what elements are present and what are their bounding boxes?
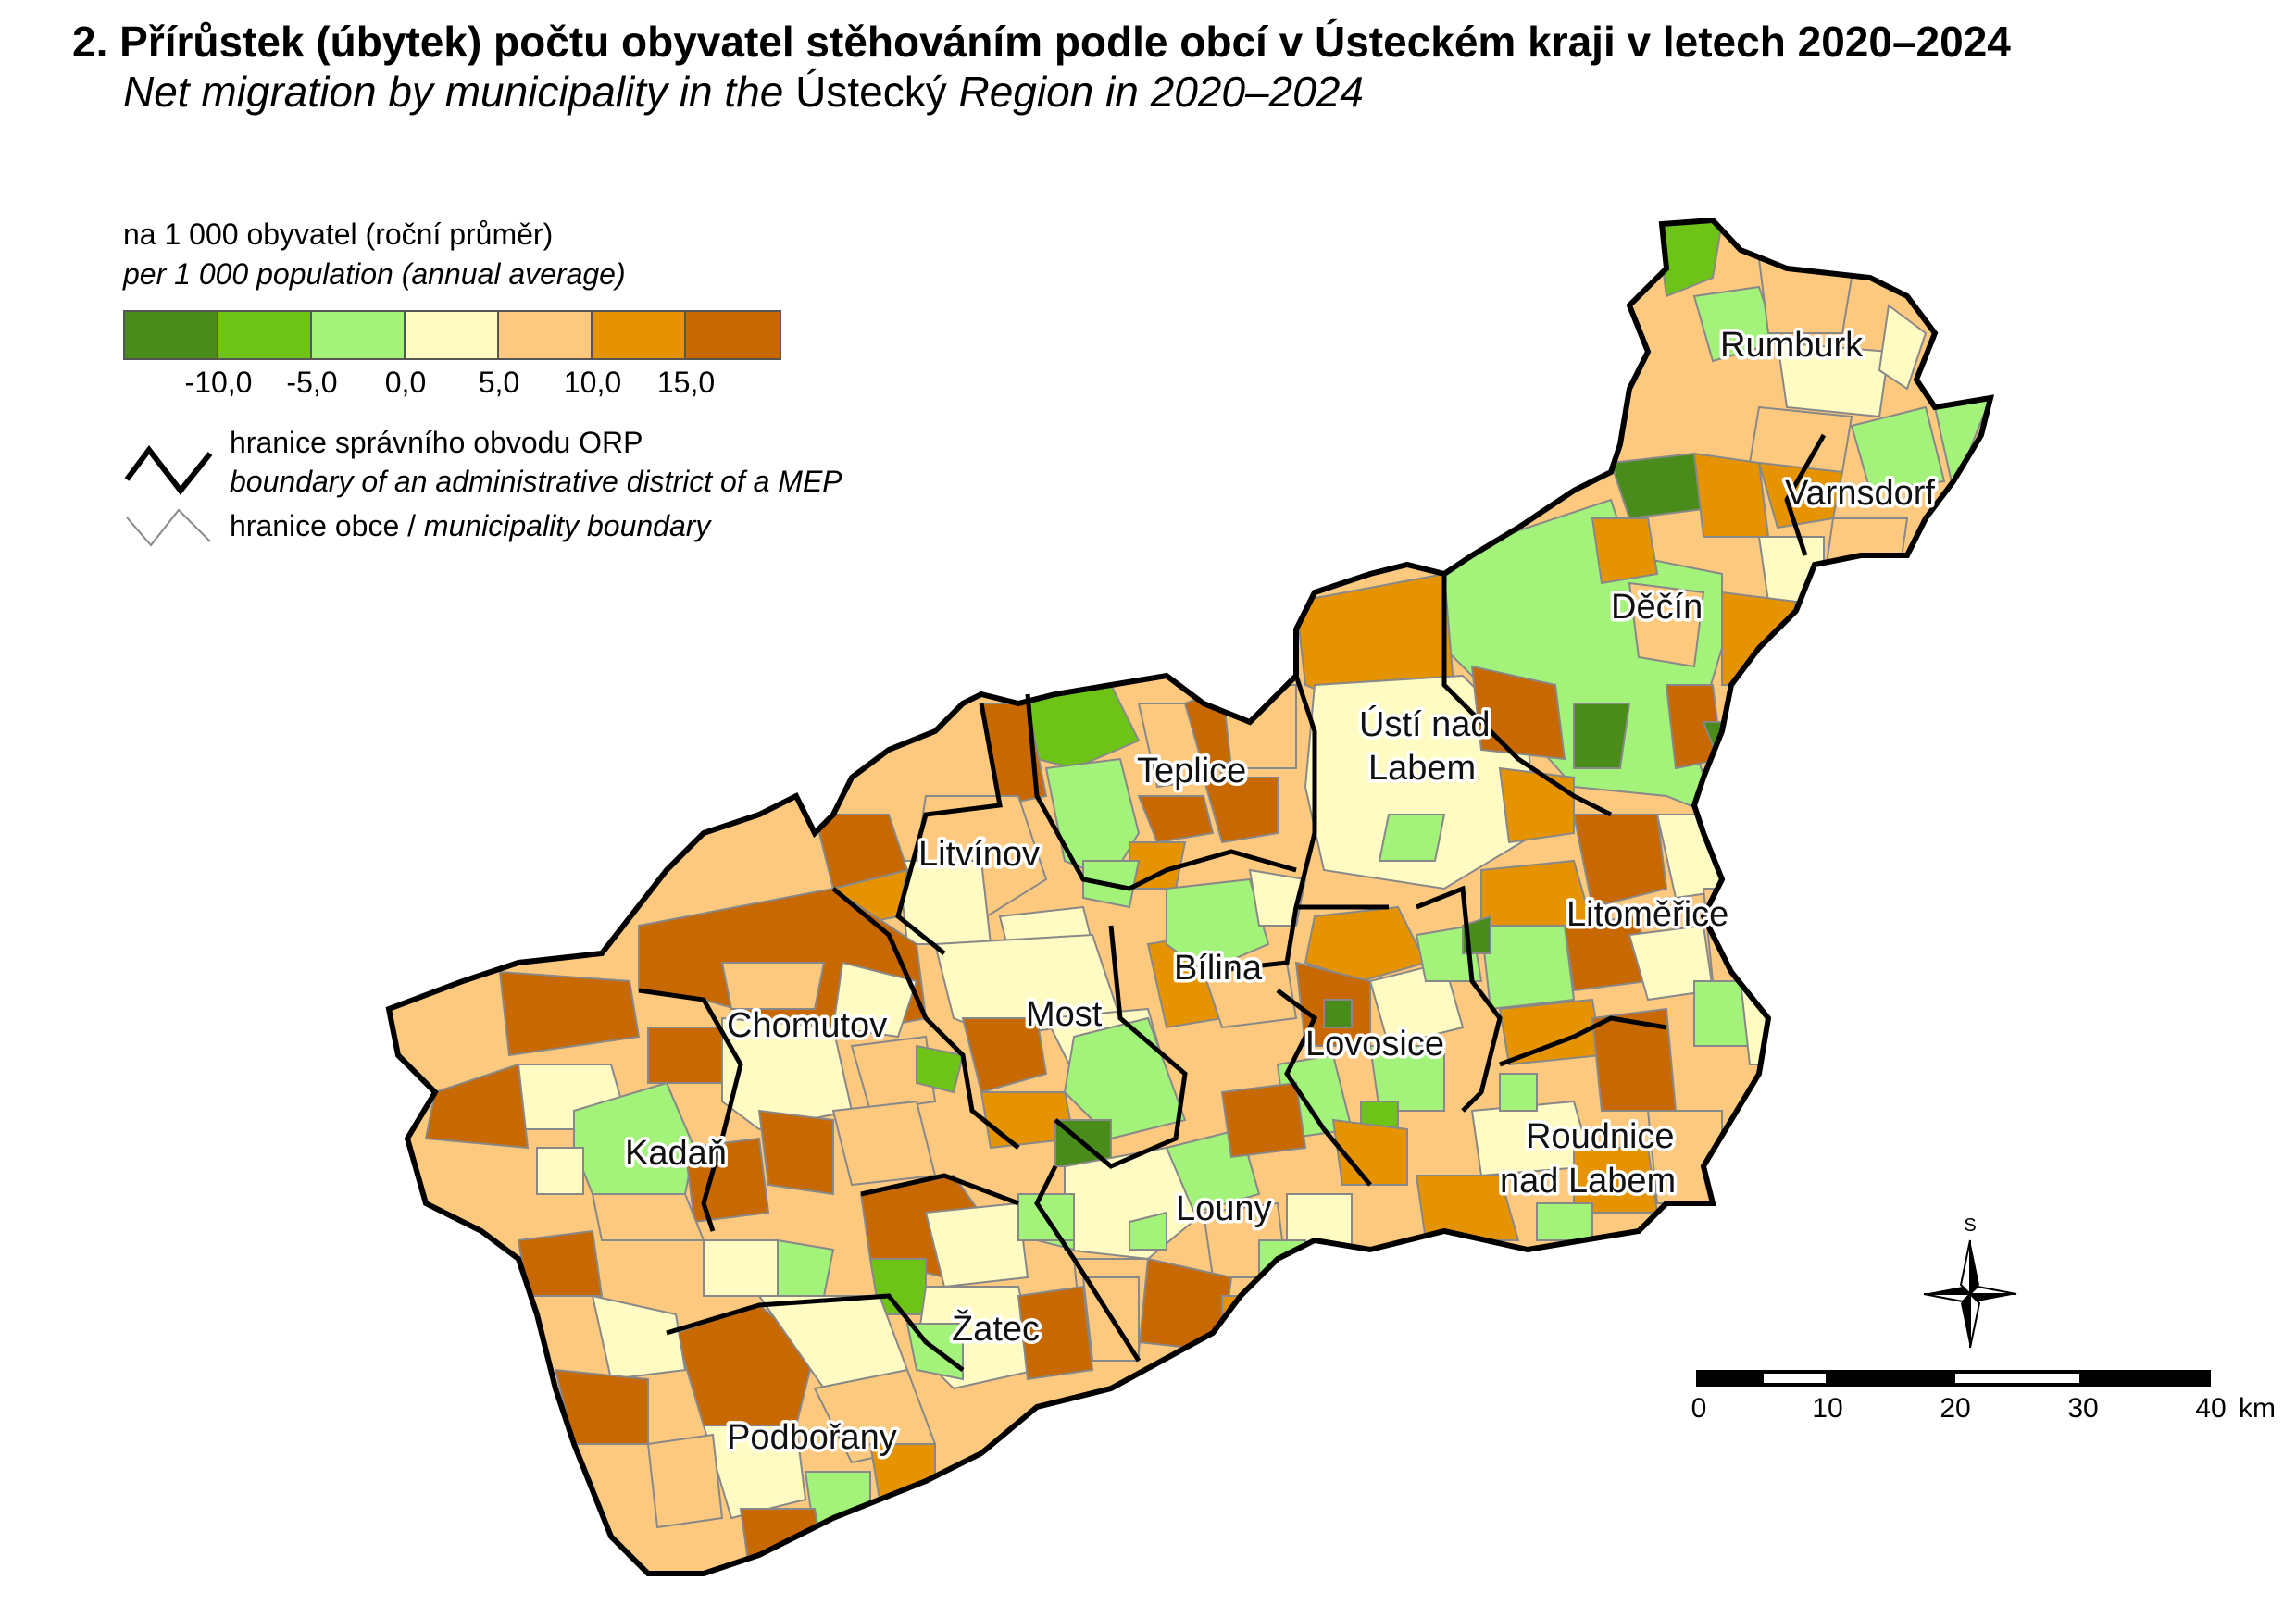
- label-podborany: Podbořany: [727, 1418, 897, 1457]
- title-en-part1: Net migration by municipality in the: [123, 68, 796, 116]
- legend-class-6: [593, 312, 686, 358]
- label-teplice: Teplice: [1137, 752, 1246, 790]
- title-en-part2: Ústecký: [795, 68, 947, 116]
- legend-class-5: [499, 312, 593, 358]
- label-usti-2: Labem: [1368, 749, 1476, 788]
- title-en-part3: Region in 2020–2024: [946, 68, 1364, 116]
- north-arrow-icon: S: [1923, 1215, 2017, 1349]
- label-litomerice: Litoměřice: [1566, 895, 1728, 934]
- legend-break-6: 15,0: [656, 366, 716, 399]
- scale-tick-10: 10: [1812, 1393, 1843, 1424]
- map-title-en: Net migration by municipality in the Úst…: [123, 67, 1364, 117]
- legend-break-1: -10,0: [184, 366, 253, 399]
- map-title-cz: 2. Přírůstek (úbytek) počtu obyvatel stě…: [72, 18, 2011, 66]
- legend-unit-cz: na 1 000 obyvatel (roční průměr): [123, 218, 554, 251]
- municipality-boundary-label: hranice obce / municipality boundary: [230, 509, 710, 543]
- label-zatec: Žatec: [952, 1309, 1040, 1349]
- legend-class-7: [686, 312, 780, 358]
- label-roudnice-1: Roudnice: [1526, 1117, 1675, 1156]
- label-bilina: Bílina: [1174, 949, 1263, 988]
- legend-break-5: 10,0: [563, 366, 622, 399]
- orp-boundary-symbol: [124, 445, 213, 495]
- label-lovosice: Lovosice: [1305, 1025, 1444, 1064]
- label-roudnice-2: nad Labem: [1500, 1162, 1676, 1201]
- legend-class-2: [218, 312, 312, 358]
- orp-boundary-label-en: boundary of an administrative district o…: [230, 465, 842, 498]
- legend-break-3: 0,0: [384, 366, 427, 399]
- legend-unit-en: per 1 000 population (annual average): [123, 257, 626, 291]
- label-kadan: Kadaň: [625, 1134, 727, 1173]
- legend-class-4: [406, 312, 499, 358]
- scale-tick-40: 40: [2195, 1393, 2227, 1424]
- scale-tick-0: 0: [1691, 1393, 1707, 1424]
- municipality-boundary-symbol: [126, 508, 211, 547]
- muni-boundary-cz: hranice obce /: [230, 509, 424, 542]
- legend-break-2: -5,0: [286, 366, 338, 399]
- label-litvinov: Litvínov: [918, 835, 1040, 874]
- label-usti-1: Ústí nad: [1359, 704, 1491, 744]
- legend-class-3: [312, 312, 406, 358]
- label-chomutov: Chomutov: [727, 1006, 887, 1045]
- label-varnsdorf: Varnsdorf: [1785, 474, 1935, 513]
- scale-bar: [1696, 1370, 2211, 1387]
- orp-boundary-label-cz: hranice správního obvodu ORP: [230, 426, 643, 459]
- scale-tick-30: 30: [2067, 1393, 2099, 1424]
- muni-boundary-en: municipality boundary: [423, 509, 711, 542]
- legend-break-4: 5,0: [478, 366, 520, 399]
- label-most: Most: [1026, 995, 1103, 1034]
- scale-unit: km: [2239, 1393, 2276, 1424]
- scale-tick-20: 20: [1940, 1393, 1971, 1424]
- label-louny: Louny: [1176, 1189, 1272, 1228]
- legend-class-1: [125, 312, 218, 358]
- orp-boundaries: [638, 433, 1827, 1372]
- label-decin: Děčín: [1611, 588, 1703, 627]
- label-rumburk: Rumburk: [1720, 326, 1864, 365]
- north-arrow-label: S: [1964, 1215, 1976, 1236]
- legend-color-ramp: [123, 310, 781, 360]
